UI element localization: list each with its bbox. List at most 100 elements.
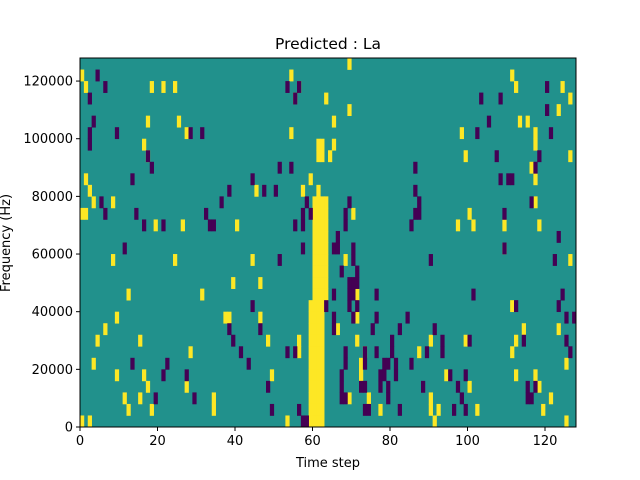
heatmap-cell-low	[149, 161, 154, 174]
heatmap-cell-low	[347, 196, 352, 209]
heatmap-cell-low	[386, 357, 391, 370]
heatmap-cell-high	[320, 334, 325, 347]
heatmap-cell-high	[312, 323, 317, 336]
heatmap-cell-low	[362, 346, 368, 359]
heatmap-cell-high	[537, 380, 542, 393]
heatmap-cell-high	[289, 127, 294, 140]
y-tick-label: 100000	[23, 132, 73, 147]
heatmap-cell-high	[297, 346, 302, 359]
x-tick-label: 0	[76, 434, 84, 449]
heatmap-cell-high	[184, 380, 189, 393]
heatmap-cell-low	[335, 242, 340, 255]
heatmap-cell-low	[552, 254, 557, 266]
heatmap-cell-low	[386, 380, 391, 393]
heatmap-cell-low	[188, 127, 193, 140]
y-tick-label: 20000	[32, 363, 73, 378]
heatmap-cell-high	[564, 415, 569, 428]
heatmap-cell-low	[502, 242, 507, 255]
heatmap-cell-low	[134, 207, 139, 220]
heatmap-cell-low	[304, 196, 309, 209]
heatmap-cell-low	[525, 380, 530, 393]
heatmap-cell-high	[308, 392, 313, 405]
heatmap-cell-high	[320, 265, 325, 278]
heatmap-cell-high	[436, 403, 441, 416]
heatmap-cell-low	[545, 81, 550, 93]
heatmap-cell-low	[91, 115, 96, 128]
heatmap-cell-low	[103, 81, 108, 93]
heatmap-cell-low	[331, 323, 337, 336]
heatmap-cell-low	[494, 150, 499, 163]
heatmap-cell-low	[533, 161, 538, 174]
heatmap-cell-low	[390, 346, 395, 359]
y-axis-label: Frequency (Hz)	[0, 194, 14, 292]
heatmap-cell-high	[320, 254, 325, 266]
heatmap-cell-low	[103, 207, 108, 220]
heatmap-cell-low	[351, 242, 356, 255]
heatmap-cell-low	[452, 403, 457, 416]
heatmap-cell-high	[231, 277, 236, 289]
heatmap-cell-low	[413, 207, 418, 220]
heatmap-cell-high	[161, 81, 166, 93]
heatmap-cell-high	[80, 69, 85, 82]
heatmap-cell-low	[262, 184, 267, 197]
heatmap-cell-high	[149, 81, 154, 93]
heatmap-cell-high	[510, 69, 515, 82]
heatmap-cell-high	[111, 254, 116, 266]
heatmap-cell-high	[320, 207, 325, 220]
heatmap-cell-low	[161, 219, 166, 232]
heatmap-cell-low	[246, 357, 251, 370]
heatmap-cell-high	[316, 138, 321, 151]
heatmap-cell-low	[479, 92, 484, 105]
heatmap-cell-high	[564, 357, 569, 370]
heatmap-cell-high	[80, 415, 85, 428]
heatmap-cell-high	[142, 369, 147, 382]
heatmap-cell-low	[207, 219, 213, 232]
heatmap-cell-high	[331, 115, 337, 128]
heatmap-cell-high	[529, 161, 534, 174]
heatmap-cell-low	[204, 207, 209, 220]
heatmap-cell-low	[347, 277, 352, 289]
heatmap-cell-high	[180, 219, 185, 232]
heatmap-cell-high	[126, 288, 131, 301]
heatmap-cell-low	[99, 196, 104, 209]
heatmap-cell-high	[541, 403, 546, 416]
heatmap-cell-low	[219, 196, 224, 209]
heatmap-cell-high	[126, 403, 131, 416]
heatmap-cell-low	[374, 288, 379, 301]
heatmap-cell-low	[556, 230, 561, 243]
heatmap-cell-high	[316, 254, 321, 266]
heatmap-cell-high	[316, 415, 321, 428]
heatmap-cell-low	[417, 207, 422, 220]
heatmap-cell-high	[556, 323, 561, 336]
heatmap-cell-high	[316, 150, 321, 163]
y-tick-label: 60000	[32, 248, 73, 263]
heatmap-cell-high	[188, 346, 193, 359]
heatmap-cell-high	[548, 392, 554, 405]
heatmap-cell-high	[359, 369, 364, 382]
heatmap-cell-high	[316, 403, 321, 416]
heatmap-cell-low	[560, 288, 565, 301]
heatmap-cell-high	[417, 346, 422, 359]
heatmap-cell-low	[114, 127, 120, 140]
heatmap-cell-low	[564, 311, 569, 324]
heatmap-cell-high	[320, 300, 325, 313]
heatmap-cell-high	[312, 230, 317, 243]
heatmap-cell-high	[312, 300, 317, 313]
y-tick-label: 120000	[23, 75, 73, 90]
heatmap-cell-high	[83, 207, 89, 220]
heatmap-cell-low	[378, 369, 383, 382]
heatmap-cell-low	[475, 127, 480, 140]
heatmap-cell-low	[440, 334, 445, 347]
heatmap-cell-low	[238, 346, 244, 359]
x-axis: 0 20 40 60 80 100 120	[76, 427, 557, 449]
heatmap-cell-high	[308, 380, 313, 393]
heatmap-cell-low	[378, 380, 383, 393]
heatmap-cell-high	[320, 242, 325, 255]
heatmap-cell-high	[80, 207, 85, 220]
heatmap-cell-low	[382, 357, 387, 370]
heatmap-cell-high	[308, 403, 313, 416]
heatmap-cell-high	[145, 380, 151, 393]
heatmap-cell-high	[176, 115, 182, 128]
heatmap-cell-high	[235, 219, 240, 232]
heatmap-cell-low	[300, 219, 306, 232]
